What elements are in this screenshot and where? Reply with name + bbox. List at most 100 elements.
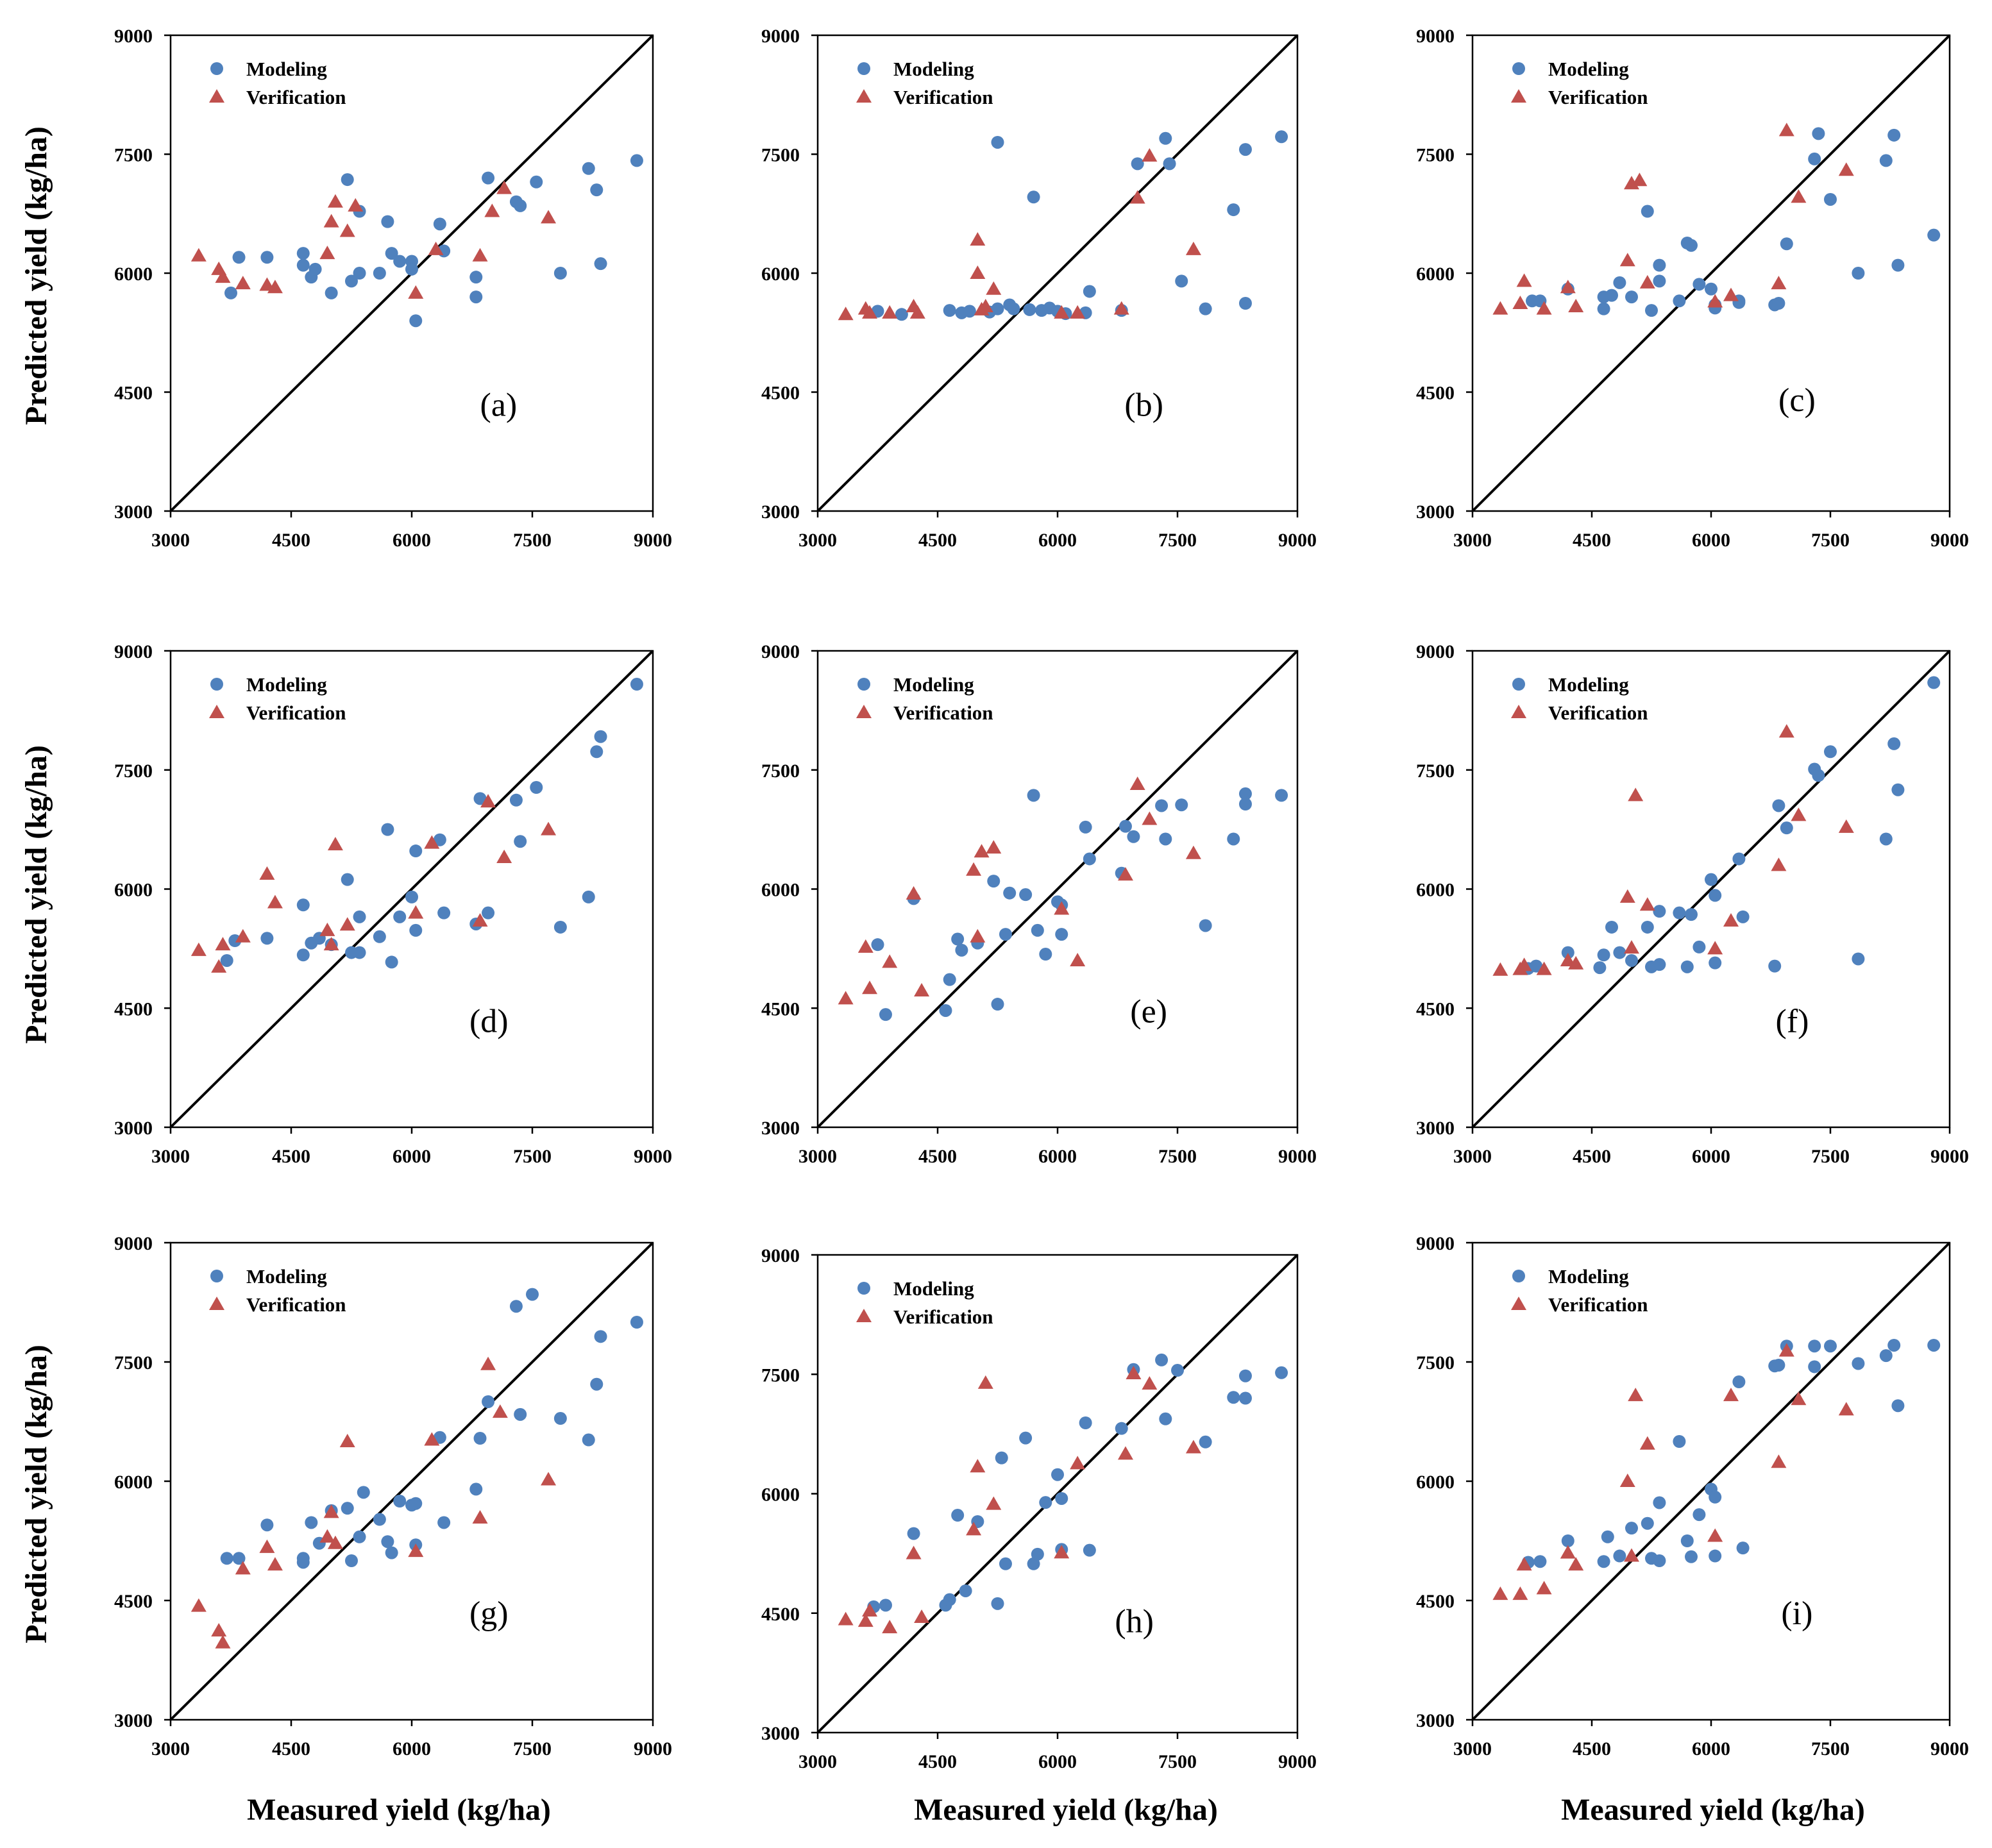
- modeling-point: [1705, 282, 1718, 296]
- legend-modeling-marker: [210, 678, 223, 691]
- verification-point: [1142, 811, 1158, 825]
- verification-point: [323, 1504, 339, 1518]
- modeling-point: [1709, 1549, 1722, 1563]
- one-to-one-line: [1471, 1241, 1951, 1721]
- verification-point: [1707, 294, 1723, 308]
- verification-point: [541, 821, 557, 836]
- modeling-point: [1891, 783, 1905, 796]
- modeling-point: [393, 255, 407, 268]
- modeling-point: [1238, 1391, 1252, 1405]
- y-tick-label: 9000: [114, 641, 153, 662]
- modeling-point: [469, 290, 483, 304]
- modeling-point: [1685, 1550, 1698, 1563]
- modeling-point: [1199, 1435, 1212, 1449]
- modeling-point: [951, 1509, 965, 1522]
- verification-point: [1536, 1581, 1552, 1595]
- modeling-point: [1824, 1340, 1837, 1353]
- verification-point: [1707, 1528, 1723, 1542]
- y-tick-label: 9000: [1416, 641, 1455, 662]
- modeling-point: [393, 1495, 407, 1508]
- verification-point: [472, 913, 488, 927]
- chart-panel: 3000 4500 6000 7500 9000 3000 4500 6000 7500 9000…: [761, 641, 1317, 1167]
- y-tick-label: 6000: [1416, 1472, 1455, 1493]
- verification-point: [190, 942, 207, 956]
- x-tick-label: 9000: [1278, 530, 1317, 551]
- panel-label: (f): [1776, 1003, 1809, 1039]
- modeling-point: [1808, 1340, 1821, 1353]
- verification-point: [1054, 305, 1070, 319]
- modeling-point: [959, 1584, 972, 1597]
- modeling-point: [1031, 923, 1044, 937]
- verification-point: [211, 959, 227, 973]
- x-tick-label: 4500: [1573, 1738, 1611, 1760]
- modeling-point: [514, 1407, 527, 1421]
- legend-modeling-marker: [210, 1270, 223, 1282]
- x-tick-label: 7500: [513, 1146, 552, 1167]
- modeling-point: [1238, 787, 1252, 800]
- modeling-point: [594, 1330, 607, 1343]
- chart-panel: 3000 4500 6000 7500 9000 3000 4500 6000 7500 9000…: [1416, 641, 1969, 1167]
- x-tick-label: 7500: [1158, 530, 1197, 551]
- one-to-one-line: [169, 1241, 654, 1721]
- modeling-point: [473, 1432, 487, 1445]
- legend-modeling-marker: [1512, 1270, 1525, 1282]
- y-tick-label: 7500: [114, 1352, 153, 1373]
- x-tick-label: 3000: [798, 1146, 837, 1167]
- modeling-point: [1680, 960, 1694, 973]
- one-to-one-line: [169, 650, 654, 1129]
- modeling-point: [381, 1535, 394, 1549]
- modeling-point: [999, 928, 1012, 941]
- modeling-point: [630, 678, 643, 691]
- modeling-point: [409, 844, 423, 858]
- modeling-point: [1533, 1555, 1547, 1568]
- verification-point: [1619, 889, 1635, 903]
- modeling-point: [469, 1483, 483, 1496]
- verification-point: [1619, 1474, 1635, 1487]
- verification-point: [1492, 1586, 1508, 1600]
- verification-point: [1129, 190, 1145, 204]
- verification-point: [319, 246, 335, 260]
- verification-point: [1516, 1557, 1532, 1571]
- modeling-point: [1027, 190, 1040, 204]
- modeling-point: [1199, 302, 1212, 315]
- y-tick-label: 3000: [114, 1118, 153, 1139]
- x-tick-label: 6000: [1038, 1146, 1077, 1167]
- modeling-point: [1051, 1468, 1064, 1481]
- legend-verification-label: Verification: [246, 86, 346, 108]
- modeling-point: [1019, 888, 1033, 902]
- verification-point: [1723, 913, 1739, 927]
- verification-point: [235, 276, 251, 290]
- modeling-point: [1709, 956, 1722, 970]
- x-tick-label: 4500: [1573, 530, 1611, 551]
- y-tick-label: 9000: [1416, 1233, 1455, 1254]
- y-tick-label: 9000: [114, 1233, 153, 1254]
- x-axis-title-col-3: Measured yield (kg/ha): [1561, 1793, 1865, 1827]
- modeling-point: [1275, 1366, 1288, 1379]
- verification-point: [1185, 1440, 1201, 1454]
- verification-point: [496, 849, 512, 863]
- y-tick-label: 6000: [114, 1472, 153, 1493]
- legend-modeling-label: Modeling: [1548, 58, 1629, 80]
- legend-modeling-label: Modeling: [246, 673, 327, 696]
- modeling-point: [1685, 239, 1698, 252]
- verification-point: [492, 1404, 508, 1418]
- verification-point: [882, 1620, 898, 1634]
- verification-point: [408, 285, 424, 299]
- panel-label: (d): [469, 1003, 509, 1039]
- y-tick-label: 3000: [761, 501, 800, 523]
- modeling-point: [1027, 789, 1040, 802]
- verification-point: [882, 305, 898, 319]
- modeling-point: [1227, 203, 1240, 217]
- verification-point: [1838, 162, 1854, 176]
- modeling-point: [1772, 799, 1785, 812]
- modeling-point: [1812, 127, 1825, 140]
- modeling-point: [1275, 130, 1288, 144]
- chart-panel: 3000 4500 6000 7500 9000 3000 4500 6000 7500 9000…: [761, 1245, 1317, 1772]
- legend-modeling-marker: [210, 62, 223, 75]
- x-tick-label: 4500: [918, 530, 957, 551]
- modeling-point: [991, 135, 1004, 149]
- modeling-point: [260, 1518, 274, 1532]
- x-tick-label: 9000: [634, 1738, 672, 1760]
- verification-point: [909, 305, 925, 319]
- modeling-point: [630, 154, 643, 167]
